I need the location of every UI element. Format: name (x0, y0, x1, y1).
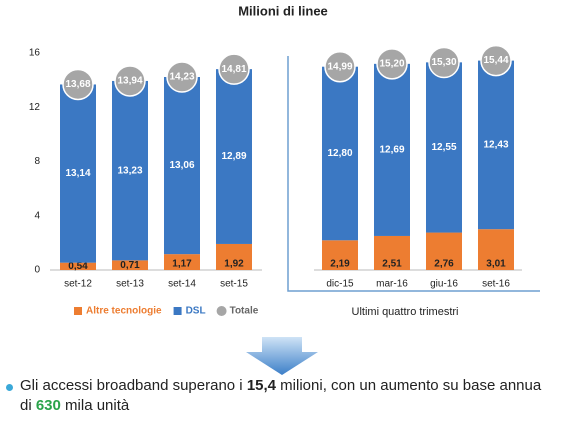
note-text: Gli accessi broadband superano i (20, 377, 247, 394)
total-marker (324, 50, 356, 83)
data-label: 12,69 (379, 145, 404, 156)
note-text: mila unità (60, 397, 130, 414)
x-tick-label: set-14 (168, 279, 196, 290)
y-tick-label: 4 (34, 210, 40, 221)
data-label: 12,55 (431, 142, 456, 153)
legend-swatch (74, 307, 82, 315)
note-bold: 630 (35, 397, 61, 414)
bar-segment (164, 77, 200, 255)
x-tick-label: set-15 (220, 279, 248, 290)
total-marker (218, 53, 250, 85)
data-label: 2,51 (382, 259, 402, 270)
y-tick-label: 0 (34, 265, 40, 276)
bracket (287, 56, 540, 292)
bar-segment (216, 243, 252, 270)
data-label: 3,01 (486, 259, 506, 270)
bar-segment (216, 69, 252, 244)
bar-segment (112, 80, 148, 261)
note-text: milioni, con un aumento su base annua di (20, 377, 542, 414)
bar-segment (60, 84, 96, 263)
total-label: 15,20 (379, 58, 404, 69)
y-tick-label: 12 (29, 102, 41, 113)
total-marker (166, 61, 198, 93)
total-marker (376, 48, 408, 80)
total-marker (114, 65, 146, 97)
chart-title: Milioni di linee (238, 3, 328, 18)
x-tick-label: set-13 (116, 279, 144, 290)
x-tick-label: set-12 (64, 279, 92, 290)
total-label: 14,99 (327, 61, 352, 72)
bar-segment (426, 232, 462, 270)
x-tick-label: dic-15 (326, 279, 354, 290)
data-label: 0,71 (120, 260, 140, 271)
legend-swatch (173, 307, 182, 315)
total-label: 13,68 (65, 79, 90, 90)
total-marker (480, 44, 512, 77)
total-marker (62, 68, 94, 101)
data-label: 12,43 (483, 140, 508, 151)
bar-segment (322, 240, 358, 270)
data-label: 1,92 (224, 259, 244, 270)
bar-segment (164, 254, 200, 270)
bar-segment (112, 260, 148, 270)
total-label: 14,23 (169, 72, 194, 83)
note-bold: 15,4 (246, 377, 277, 394)
chart: Milioni di linee Ultimi quattro trimestr… (29, 3, 540, 375)
data-label: 13,14 (65, 168, 90, 179)
total-label: 14,81 (221, 64, 246, 75)
data-label: 12,89 (221, 151, 246, 162)
y-tick-label: 16 (29, 48, 41, 59)
data-label: 2,76 (434, 259, 454, 270)
data-label: 13,23 (117, 165, 142, 176)
data-label: 1,17 (172, 259, 192, 270)
y-tick-label: 8 (34, 156, 40, 167)
bullet (6, 384, 13, 391)
bar-segment (478, 60, 514, 230)
bar-segment (322, 66, 358, 241)
x-tick-label: mar-16 (376, 279, 408, 290)
data-label: 13,06 (169, 160, 194, 171)
bar-segment (478, 229, 514, 270)
arrow (246, 337, 318, 375)
bar-segment (374, 63, 410, 236)
legend-label: Altre tecnologie (86, 306, 162, 317)
annotation: Ultimi quattro trimestri (352, 306, 459, 318)
total-label: 13,94 (117, 76, 142, 87)
total-label: 15,44 (483, 55, 508, 66)
legend-label: Totale (230, 306, 259, 317)
legend-swatch (216, 306, 227, 316)
x-tick-label: giu-16 (430, 279, 458, 290)
data-label: 12,80 (327, 148, 352, 159)
data-label: 0,54 (68, 261, 88, 272)
bar-segment (60, 262, 96, 270)
data-label: 2,19 (330, 259, 350, 270)
x-tick-label: set-16 (482, 279, 510, 290)
note: Gli accessi broadband superano i 15,4 mi… (0, 376, 555, 416)
bar-segment (426, 62, 462, 233)
legend-label: DSL (186, 306, 206, 317)
bar-segment (374, 235, 410, 270)
total-marker (428, 46, 460, 79)
total-label: 15,30 (431, 57, 456, 68)
